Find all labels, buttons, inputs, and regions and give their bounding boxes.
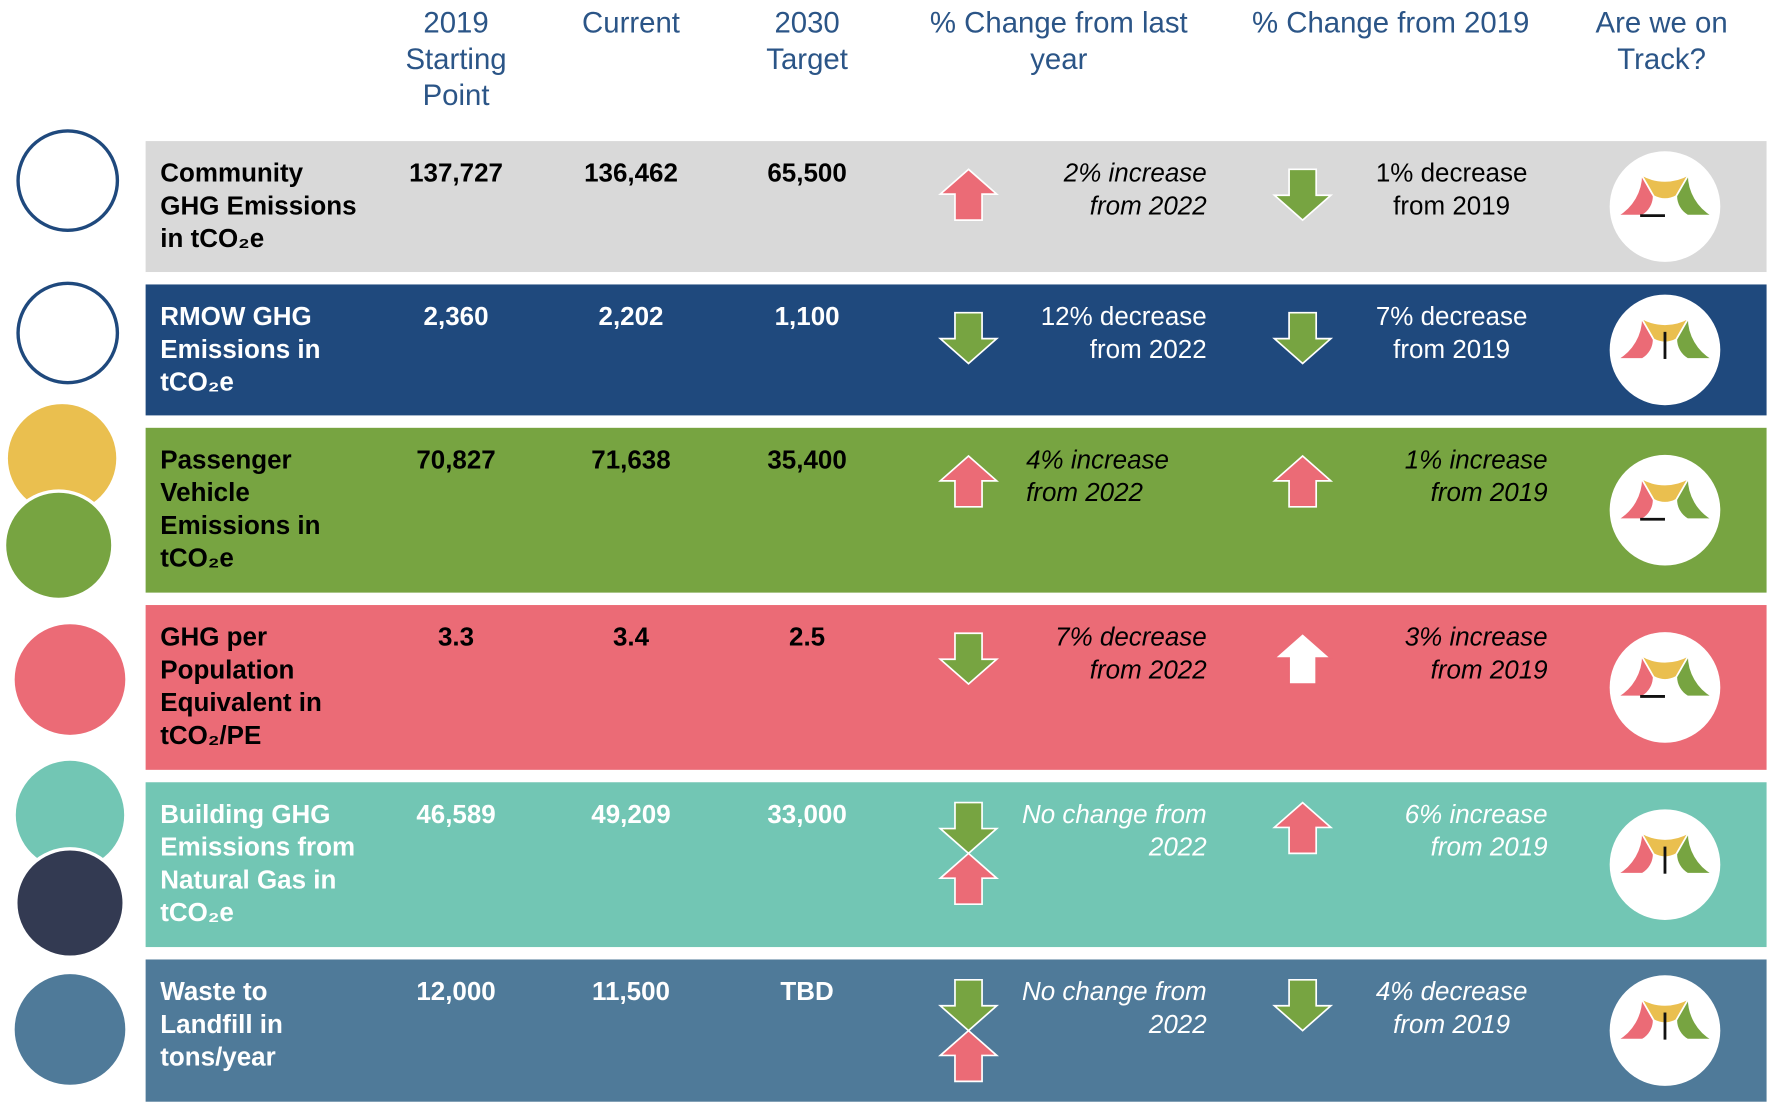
row-label: Passenger Vehicle Emissions in tCO₂e bbox=[160, 444, 321, 573]
gauge-face bbox=[1609, 454, 1721, 566]
value-cell: 2,202 bbox=[598, 301, 664, 331]
trend-arrow bbox=[1272, 454, 1334, 508]
table-row: Waste to Landfill in tons/year 12,000 11,5… bbox=[145, 959, 1767, 1102]
row-icon bbox=[14, 847, 126, 959]
table-row: RMOW GHG Emissions in tCO₂e 2,360 2,202 1,1… bbox=[145, 284, 1767, 416]
row-label: GHG per Population Equivalent in tCO₂/PE bbox=[160, 621, 322, 750]
table-row: Community GHG Emissions in tCO₂e 137,727 1… bbox=[145, 141, 1767, 273]
change-text: 4% increase from 2022 bbox=[1026, 444, 1169, 507]
arrow-icon bbox=[938, 454, 999, 508]
row-icon bbox=[2, 489, 115, 602]
value-cell: 3.3 bbox=[437, 621, 475, 652]
table-row: GHG per Population Equivalent in tCO₂/PE… bbox=[145, 605, 1767, 770]
gauge-segment bbox=[1675, 475, 1716, 521]
trend-arrow bbox=[938, 168, 999, 221]
value-cell: 11,500 bbox=[592, 976, 670, 1006]
value-cell: 2,360 bbox=[423, 301, 489, 331]
arrow-icon bbox=[938, 311, 999, 365]
column-header: 2019 Starting Point bbox=[405, 5, 507, 112]
arrow-icon bbox=[938, 632, 999, 686]
change-text: 7% decrease from 2019 bbox=[1375, 301, 1528, 364]
arrow-icon bbox=[938, 168, 999, 221]
value-cell: 136,462 bbox=[584, 158, 678, 188]
change-text: 12% decrease from 2022 bbox=[1040, 301, 1207, 364]
row-icon bbox=[15, 760, 125, 870]
change-text: 7% decrease from 2022 bbox=[1055, 621, 1207, 685]
change-text: 1% decrease from 2019 bbox=[1375, 158, 1528, 221]
arrow-icon bbox=[1272, 454, 1334, 508]
value-cell: 137,727 bbox=[409, 158, 503, 188]
table-row: Building GHG Emissions from Natural Gas … bbox=[145, 782, 1767, 948]
change-text: 3% increase from 2019 bbox=[1404, 621, 1548, 685]
value-cell: 12,000 bbox=[416, 976, 496, 1006]
column-header: Are we on Track? bbox=[1595, 5, 1728, 76]
row-label: Community GHG Emissions in tCO₂e bbox=[160, 158, 357, 253]
table-row: Passenger Vehicle Emissions in tCO₂e 70,8… bbox=[145, 427, 1767, 593]
arrow-icon bbox=[938, 978, 999, 1083]
value-cell: 46,589 bbox=[416, 799, 496, 829]
track-gauge bbox=[1609, 809, 1721, 920]
trend-arrow bbox=[938, 632, 999, 686]
trend-arrow bbox=[938, 1029, 999, 1083]
icon-layer bbox=[2, 129, 126, 1085]
column-header: Current bbox=[582, 5, 680, 40]
trend-arrow bbox=[938, 852, 999, 906]
row-icon bbox=[7, 404, 117, 513]
row-label: RMOW GHG Emissions in tCO₂e bbox=[160, 301, 321, 397]
gauge-segment bbox=[1675, 171, 1716, 217]
arrow-icon bbox=[1272, 801, 1334, 855]
value-cell: 33,000 bbox=[767, 799, 847, 829]
column-header: 2030 Target bbox=[766, 5, 848, 76]
arrow-icon bbox=[1272, 168, 1334, 222]
arrow-icon bbox=[1272, 632, 1334, 685]
value-cell: 49,209 bbox=[591, 799, 671, 829]
value-cell: 70,827 bbox=[416, 444, 496, 475]
row-icon bbox=[14, 624, 126, 735]
trend-arrow bbox=[938, 311, 999, 365]
row-icon bbox=[14, 974, 126, 1085]
arrow-icon bbox=[1272, 311, 1334, 365]
arrow-icon bbox=[1272, 978, 1334, 1032]
gauge-segment bbox=[1675, 995, 1716, 1041]
value-cell: 71,638 bbox=[591, 444, 671, 475]
gauge-segment bbox=[1675, 314, 1716, 360]
value-cell: 65,500 bbox=[767, 158, 847, 188]
row-label: Waste to Landfill in tons/year bbox=[160, 976, 283, 1072]
gauge-face bbox=[1609, 632, 1721, 743]
trend-arrow bbox=[938, 454, 999, 508]
trend-arrow bbox=[938, 978, 999, 1032]
change-text: No change from 2022 bbox=[1021, 799, 1207, 862]
gauge-segment bbox=[1675, 652, 1716, 698]
track-gauge bbox=[1609, 454, 1721, 566]
change-text: 4% decrease from 2019 bbox=[1375, 976, 1528, 1039]
column-header: % Change from last year bbox=[929, 5, 1188, 76]
arrow-icon bbox=[938, 801, 999, 906]
track-gauge bbox=[1609, 632, 1721, 743]
trend-arrow bbox=[1272, 632, 1334, 685]
column-header: % Change from 2019 bbox=[1251, 5, 1530, 40]
value-cell: 1,100 bbox=[774, 301, 840, 331]
trend-arrow bbox=[1272, 801, 1334, 855]
change-text: 2% increase from 2022 bbox=[1063, 158, 1207, 221]
change-text: 1% increase from 2019 bbox=[1404, 444, 1548, 507]
gauge-segment bbox=[1675, 829, 1716, 875]
value-cell: 2.5 bbox=[789, 621, 826, 652]
change-text: 6% increase from 2019 bbox=[1404, 799, 1548, 862]
value-cell: 35,400 bbox=[767, 444, 847, 475]
trend-arrow bbox=[1272, 978, 1334, 1032]
row-icon bbox=[16, 129, 120, 232]
row-label: Building GHG Emissions from Natural Gas … bbox=[160, 799, 356, 927]
value-cell: 3.4 bbox=[612, 621, 650, 652]
change-text: No change from 2022 bbox=[1021, 976, 1207, 1039]
row-icon bbox=[16, 281, 120, 385]
trend-arrow bbox=[1272, 168, 1334, 222]
trend-arrow bbox=[938, 801, 999, 855]
track-gauge bbox=[1609, 151, 1721, 262]
track-gauge bbox=[1609, 975, 1721, 1086]
trend-arrow bbox=[1272, 311, 1334, 365]
value-cell: TBD bbox=[780, 976, 834, 1006]
gauge-face bbox=[1609, 151, 1721, 262]
track-gauge bbox=[1609, 294, 1721, 406]
